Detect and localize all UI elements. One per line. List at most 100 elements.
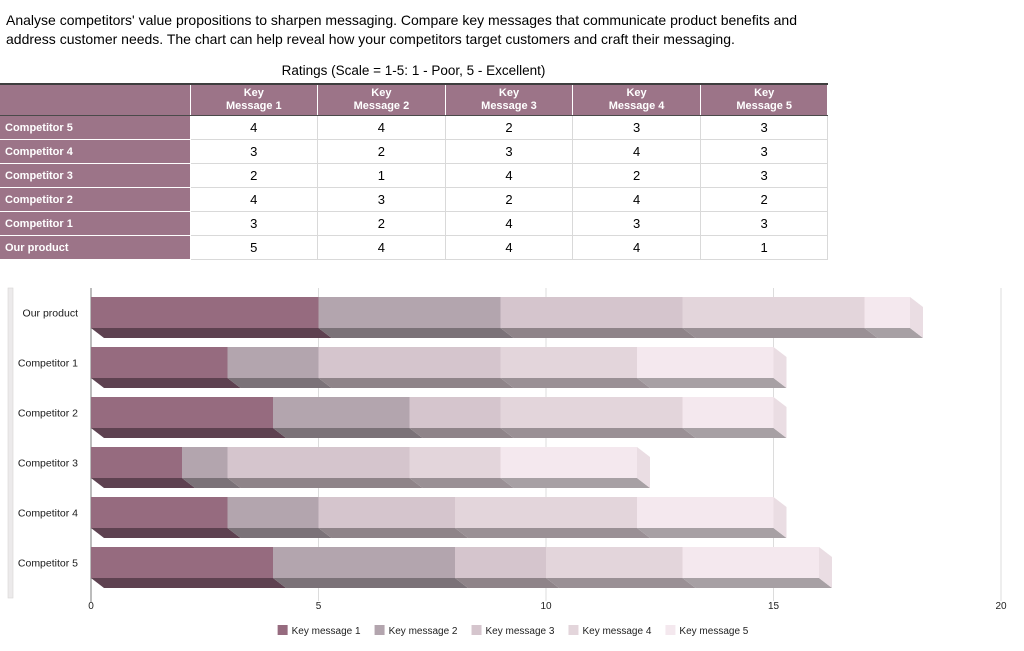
bar-segment-shadow [318,528,468,538]
legend-item: Key message 5 [665,625,749,637]
table-value-cell[interactable]: 2 [317,139,446,164]
bar-segment-shadow [500,428,696,438]
bar-segment [227,447,410,478]
legend-label: Key message 1 [292,626,361,637]
legend-label: Key message 3 [486,626,555,637]
bar-end-cap [910,297,923,338]
col-header-line1: Key [754,87,775,99]
table-value-cell[interactable]: 3 [699,139,829,164]
table-value-cell[interactable]: 2 [699,187,829,212]
table-value-cell[interactable]: 3 [317,187,446,212]
table-value-cell[interactable]: 3 [189,139,319,164]
table-value-cell[interactable]: 1 [699,235,829,260]
bar-segment-shadow [273,578,468,588]
bar-row: Competitor 3 [18,447,650,488]
x-tick-label: 10 [540,601,552,612]
bar-end-cap [773,347,787,388]
x-tick-label: 0 [88,601,94,612]
bar-segment-shadow [682,578,832,588]
table-col-header[interactable]: Key Message 5 [699,83,829,116]
legend: Key message 1 Key message 2 Key message 3 K… [277,625,749,637]
description-line-2: address customer needs. The chart can he… [6,31,735,47]
bar-segment-shadow [455,578,559,588]
bar-segment-shadow [637,528,787,538]
table-col-header[interactable]: Key Message 2 [317,83,446,116]
table-value-cell[interactable]: 3 [572,211,701,236]
table-value-cell[interactable]: 4 [444,235,574,260]
bar-segment-shadow [318,378,514,388]
row-label-cell[interactable]: Competitor 5 [0,115,191,140]
bar-segment [455,497,637,528]
table-title: Ratings (Scale = 1-5: 1 - Poor, 5 - Exce… [281,63,546,78]
bar-segment [500,447,637,478]
table-corner-cell[interactable] [0,83,191,116]
table-value-cell[interactable]: 4 [444,211,574,236]
table-col-header[interactable]: Key Message 3 [444,83,574,116]
bar-segment [409,397,501,428]
table-value-cell[interactable]: 4 [189,187,319,212]
bar-segment [500,347,637,378]
table-value-cell[interactable]: 4 [317,115,446,140]
bar-row: Competitor 2 [18,397,787,438]
row-label-cell[interactable]: Competitor 3 [0,163,191,188]
bar-segment-shadow [682,428,787,438]
bar-segment [637,347,774,378]
category-label: Our product [23,308,79,320]
bar-segment [273,397,410,428]
table-value-cell[interactable]: 4 [572,187,701,212]
bar-segment [91,497,228,528]
table-value-cell[interactable]: 1 [317,163,446,188]
bar-segment-shadow [91,478,195,488]
table-value-cell[interactable]: 4 [572,139,701,164]
table-value-cell[interactable]: 2 [444,187,574,212]
bar-segment [409,447,501,478]
table-col-header[interactable]: Key Message 1 [189,83,319,116]
legend-swatch [568,625,579,635]
legend-item: Key message 3 [471,625,555,637]
col-header-line2: Message 5 [736,100,792,112]
bar-segment-shadow [500,378,650,388]
col-header-line2: Message 2 [353,100,410,112]
table-value-cell[interactable]: 2 [317,211,446,236]
table-value-cell[interactable]: 3 [699,163,829,188]
bar-segment-shadow [637,378,787,388]
bar-segment-shadow [864,328,923,338]
bar-segment [91,547,273,578]
category-label: Competitor 2 [18,408,78,420]
x-tick-label: 15 [768,601,780,612]
table-value-cell[interactable]: 3 [699,211,829,236]
bar-segment [500,397,683,428]
table-value-cell[interactable]: 2 [444,115,574,140]
table-value-cell[interactable]: 3 [444,139,574,164]
table-value-cell[interactable]: 3 [189,211,319,236]
table-value-cell[interactable]: 2 [189,163,319,188]
table-value-cell[interactable]: 4 [317,235,446,260]
category-label: Competitor 1 [18,358,78,370]
bar-segment [682,397,774,428]
table-col-header[interactable]: Key Message 4 [572,83,701,116]
col-header-line2: Message 1 [225,100,282,112]
table-value-cell[interactable]: 3 [572,115,701,140]
row-label-cell[interactable]: Competitor 1 [0,211,191,236]
table-value-cell[interactable]: 5 [189,235,319,260]
bar-segment [864,297,910,328]
bar-row: Competitor 4 [18,497,787,538]
row-label-cell[interactable]: Our product [0,235,191,260]
bar-segment [91,397,273,428]
legend-label: Key message 5 [679,626,748,637]
bar-segment-shadow [273,428,423,438]
bar-segment [91,447,182,478]
legend-swatch [374,625,385,635]
bar-segment-shadow [91,328,332,338]
bar-end-cap [819,547,832,588]
stacked-bar-chart: Our product Competitor 1 Competitor 2 Compe… [7,287,1007,637]
bar-segment [682,297,865,328]
table-value-cell[interactable]: 4 [572,235,701,260]
table-value-cell[interactable]: 4 [189,115,319,140]
table-value-cell[interactable]: 3 [699,115,829,140]
row-label-cell[interactable]: Competitor 4 [0,139,191,164]
table-value-cell[interactable]: 4 [444,163,574,188]
row-label-cell[interactable]: Competitor 2 [0,187,191,212]
table-value-cell[interactable]: 2 [572,163,701,188]
